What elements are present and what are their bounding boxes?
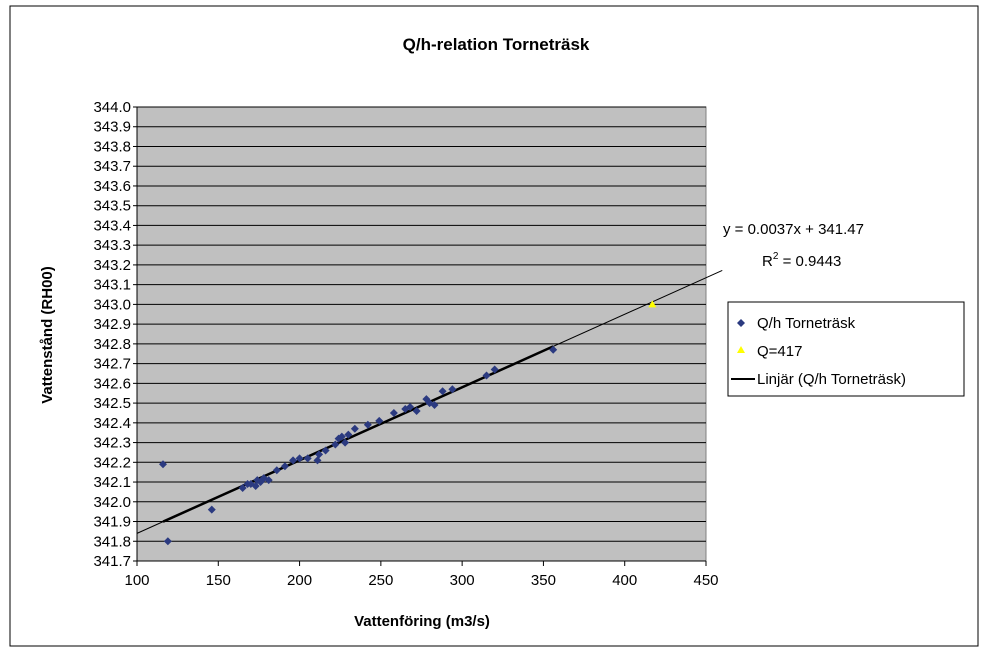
y-tick-label: 342.3 bbox=[93, 435, 131, 452]
data-point-qh bbox=[350, 424, 359, 433]
trendline-equation: y = 0.0037x + 341.47 bbox=[723, 221, 864, 238]
data-point-qh bbox=[375, 416, 384, 425]
legend: Q/h Torneträsk Q=417 Linjär (Q/h Tornetr… bbox=[727, 301, 965, 397]
y-tick-label: 343.4 bbox=[93, 217, 131, 234]
data-point-qh bbox=[344, 430, 353, 439]
data-point-qh bbox=[315, 450, 324, 459]
data-point-qh bbox=[295, 454, 304, 463]
data-point-qh bbox=[412, 406, 421, 415]
y-axis-label: Vattenstånd (RH00) bbox=[39, 266, 56, 404]
plot-area bbox=[136, 106, 707, 562]
data-point-qh bbox=[264, 476, 273, 485]
y-tick-label: 342.1 bbox=[93, 474, 131, 491]
r2-value: = 0.9443 bbox=[778, 253, 841, 270]
y-tick-label: 342.4 bbox=[93, 415, 131, 432]
y-tick-label: 341.7 bbox=[93, 553, 131, 570]
chart-title: Q/h-relation Torneträsk bbox=[403, 35, 590, 54]
y-tick-label: 342.2 bbox=[93, 454, 131, 471]
y-tick-label: 343.7 bbox=[93, 158, 131, 175]
data-layer bbox=[136, 269, 723, 546]
y-tick-label: 343.3 bbox=[93, 237, 131, 254]
y-tick-label: 343.2 bbox=[93, 257, 131, 274]
data-point-qh bbox=[448, 385, 457, 394]
legend-label-qh: Q/h Torneträsk bbox=[757, 315, 856, 332]
data-point-qh bbox=[482, 371, 491, 380]
x-axis-label: Vattenföring (m3/s) bbox=[354, 613, 490, 630]
r2-label: R bbox=[762, 253, 773, 270]
data-point-qh bbox=[337, 432, 346, 441]
data-point-qh bbox=[331, 440, 340, 449]
legend-label-linjar: Linjär (Q/h Torneträsk) bbox=[757, 371, 906, 388]
y-tick-label: 342.6 bbox=[93, 375, 131, 392]
data-point-qh bbox=[341, 438, 350, 447]
r2-superscript: 2 bbox=[773, 251, 779, 262]
y-tick-label: 344.0 bbox=[93, 99, 131, 116]
data-point-qh bbox=[207, 505, 216, 514]
x-axis: 100 150 200 250 300 350 400 450 bbox=[124, 561, 719, 589]
data-point-qh bbox=[251, 481, 260, 490]
y-tick-label: 342.5 bbox=[93, 395, 131, 412]
data-point-qh bbox=[490, 365, 499, 374]
y-tick-label: 343.9 bbox=[93, 119, 131, 136]
data-point-qh bbox=[163, 537, 172, 546]
x-tick-label: 450 bbox=[693, 572, 718, 589]
x-tick-label: 400 bbox=[612, 572, 637, 589]
x-tick-label: 200 bbox=[287, 572, 312, 589]
y-tick-label: 341.9 bbox=[93, 514, 131, 531]
data-point-qh bbox=[438, 387, 447, 396]
y-tick-label: 343.8 bbox=[93, 138, 131, 155]
data-point-qh bbox=[406, 403, 415, 412]
x-tick-label: 150 bbox=[206, 572, 231, 589]
data-point-q417 bbox=[648, 300, 657, 308]
data-point-qh bbox=[272, 466, 281, 475]
data-point-qh bbox=[313, 456, 322, 465]
data-point-qh bbox=[430, 401, 439, 410]
y-tick-label: 343.5 bbox=[93, 198, 131, 215]
y-axis: 341.7 341.8 341.9 342.0 342.1 342.2 342.3 342.4… bbox=[93, 99, 137, 570]
y-tick-label: 343.1 bbox=[93, 277, 131, 294]
trendline-r-squared: R2 = 0.9443 bbox=[762, 251, 841, 270]
data-point-qh bbox=[321, 446, 330, 455]
y-tick-label: 342.8 bbox=[93, 336, 131, 353]
data-point-qh bbox=[363, 420, 372, 429]
data-point-qh bbox=[238, 483, 247, 492]
y-tick-label: 342.9 bbox=[93, 316, 131, 333]
data-point-qh bbox=[280, 462, 289, 471]
x-tick-label: 300 bbox=[450, 572, 475, 589]
x-tick-label: 100 bbox=[124, 572, 149, 589]
y-tick-label: 343.6 bbox=[93, 178, 131, 195]
x-tick-label: 250 bbox=[368, 572, 393, 589]
data-point-qh bbox=[389, 408, 398, 417]
data-point-qh bbox=[289, 456, 298, 465]
y-tick-label: 343.0 bbox=[93, 296, 131, 313]
legend-label-q417: Q=417 bbox=[757, 343, 802, 360]
legend-marker-diamond bbox=[737, 319, 745, 327]
y-tick-label: 341.8 bbox=[93, 533, 131, 550]
legend-box bbox=[727, 301, 965, 397]
y-tick-label: 342.7 bbox=[93, 356, 131, 373]
y-tick-label: 342.0 bbox=[93, 494, 131, 511]
x-tick-label: 350 bbox=[531, 572, 556, 589]
data-point-qh bbox=[303, 454, 312, 463]
legend-marker-triangle bbox=[737, 346, 745, 353]
data-point-qh bbox=[549, 345, 558, 354]
data-point-qh bbox=[159, 460, 168, 469]
